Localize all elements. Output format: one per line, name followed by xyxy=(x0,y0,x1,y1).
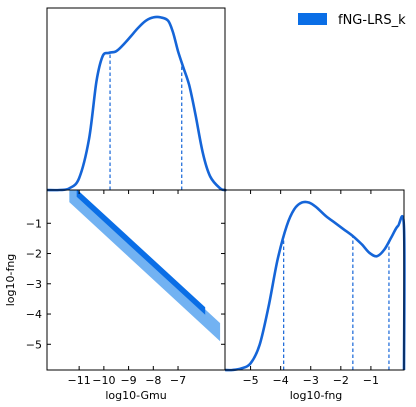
contour-inner-region xyxy=(76,190,206,315)
contour-y-tick-label-1: −2 xyxy=(26,248,42,261)
x-axis-label-fng: log10-fng xyxy=(290,389,343,402)
contour-x-tick-label-1: −10 xyxy=(92,374,115,387)
legend-swatch xyxy=(298,13,327,25)
contour-y-tick-label-4: −5 xyxy=(26,338,42,351)
fng-marginal-x-tick-label-1: −4 xyxy=(273,374,289,387)
gmu-marginal-frame xyxy=(46,7,226,191)
fng-marginal-x-tick-label-0: −5 xyxy=(242,374,258,387)
y-axis-label-fng: log10-fng xyxy=(4,254,17,307)
contour-x-tick-label-3: −8 xyxy=(145,374,161,387)
fng-marginal-density-curve xyxy=(224,200,406,372)
contour-outer-region xyxy=(69,190,221,342)
fng-marginal-x-tick-label-4: −1 xyxy=(363,374,379,387)
x-axis-label-gmu: log10-Gmu xyxy=(105,389,166,402)
marginal-panel-log10-Gmu xyxy=(46,7,227,192)
gmu-marginal-density-curve xyxy=(46,15,227,192)
contour-y-tick-label-0: −1 xyxy=(26,217,42,230)
fng-marginal-x-tick-label-3: −2 xyxy=(333,374,349,387)
contour-y-tick-label-3: −4 xyxy=(26,308,42,321)
contour-frame xyxy=(46,189,226,371)
legend: fNG-LRS_k xyxy=(298,13,406,28)
marginal-panel-log10-fng: −5 −4 −3 −2 −1 xyxy=(224,189,406,387)
contour-x-tick-label-2: −9 xyxy=(120,374,136,387)
legend-label: fNG-LRS_k xyxy=(338,13,406,28)
contour-y-tick-label-2: −3 xyxy=(26,278,42,291)
fng-marginal-x-tick-label-2: −3 xyxy=(303,374,319,387)
fng-marginal-frame xyxy=(224,189,405,371)
contour-panel-Gmu-fng: −11 −10 −9 −8 −7 −1 −2 −3 −4 −5 xyxy=(26,189,226,387)
contour-x-tick-label-0: −11 xyxy=(68,374,91,387)
contour-x-tick-label-4: −7 xyxy=(170,374,186,387)
